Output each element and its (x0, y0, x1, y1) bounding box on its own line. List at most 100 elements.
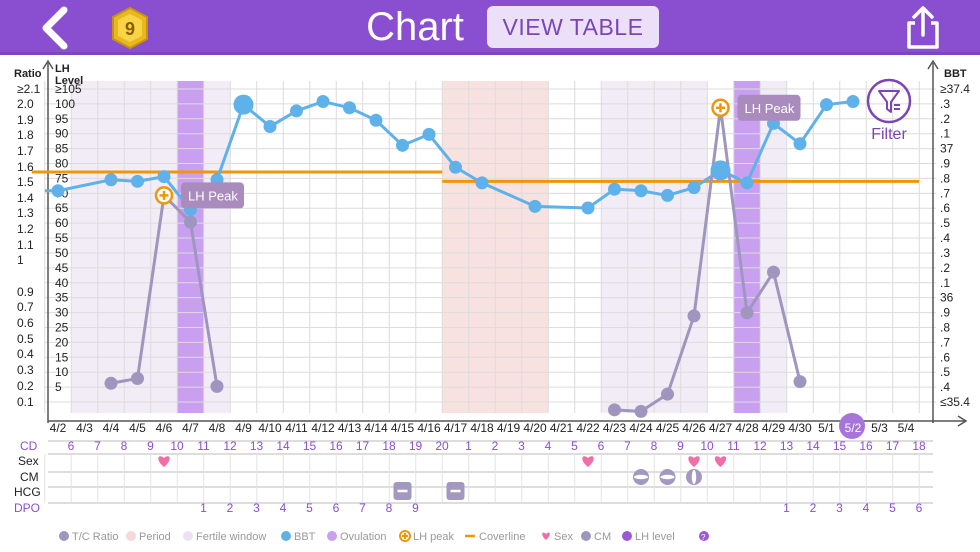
cd-value: 1 (465, 439, 472, 453)
lh-peak-label: LH Peak (188, 188, 238, 203)
lh-tick-label: 80 (55, 157, 69, 171)
dpo-value: 2 (227, 501, 234, 515)
date-tick-label: 4/25 (656, 421, 680, 435)
legend-swatch (281, 531, 291, 541)
legend-label: CM (594, 531, 611, 543)
legend-swatch (327, 531, 337, 541)
lh-peak-label: LH Peak (745, 101, 795, 116)
lh-tick-label: 5 (55, 380, 62, 394)
date-tick-label: 4/9 (235, 421, 252, 435)
share-button[interactable] (900, 5, 946, 51)
date-tick-label: 4/18 (470, 421, 494, 435)
dpo-value: 2 (810, 501, 817, 515)
date-tick-label: 5/2 (845, 421, 862, 435)
period-column (495, 81, 522, 413)
cd-value: 12 (223, 439, 237, 453)
lh-tick-label: 35 (55, 291, 69, 305)
date-tick-label: 4/2 (50, 421, 67, 435)
sex-heart-icon (158, 456, 170, 467)
date-tick-label: 4/30 (788, 421, 812, 435)
filter-button[interactable]: Filter (858, 78, 920, 148)
legend-label: Coverline (479, 531, 525, 543)
ratio-tick-label: 1.4 (17, 191, 34, 205)
cd-value: 15 (833, 439, 847, 453)
tc-ratio-point (131, 372, 144, 386)
lh-tick-label: 75 (55, 171, 69, 185)
legend-help-icon (699, 531, 709, 541)
gold-badge-icon: 9 (112, 6, 148, 50)
ratio-tick-label: 0.2 (17, 379, 34, 393)
cd-value: 8 (121, 439, 128, 453)
cd-value: 13 (780, 439, 794, 453)
sex-heart-icon (714, 456, 727, 467)
bbt-tick-label: .9 (940, 157, 950, 171)
cd-value: 14 (806, 439, 820, 453)
lh-tick-label: 55 (55, 231, 69, 245)
sex-heart-icon (688, 456, 700, 467)
legend-swatch (126, 531, 136, 541)
fertility-chart[interactable]: Ratio LHLevelBBT≥2.12.01.91.81.71.61.51.4… (0, 58, 980, 552)
badge-value: 9 (125, 19, 135, 39)
legend-swatch (622, 531, 632, 541)
ovulation-column (177, 81, 204, 413)
cd-value: 14 (276, 439, 290, 453)
bbt-tick-label: .4 (940, 231, 950, 245)
legend-label: Ovulation (340, 531, 386, 543)
view-table-button[interactable]: VIEW TABLE (487, 6, 659, 48)
cd-value: 20 (435, 439, 449, 453)
bbt-tick-label: 37 (940, 142, 954, 156)
period-column (468, 81, 496, 413)
ratio-tick-label: 0.9 (17, 285, 34, 299)
lh-axis-title: LH (55, 63, 70, 75)
cd-value: 5 (571, 439, 578, 453)
cd-value: 18 (912, 439, 926, 453)
bbt-tick-label: .2 (940, 112, 950, 126)
bbt-point (661, 188, 674, 202)
lh-tick-label: 95 (55, 112, 69, 126)
ratio-tick-label: 1.3 (17, 206, 34, 220)
cd-value: 4 (545, 439, 552, 453)
ratio-tick-label: 1.1 (17, 238, 34, 252)
bbt-point (687, 181, 701, 195)
lh-tick-label: 90 (55, 127, 69, 141)
cd-value: 11 (197, 439, 210, 453)
cm-icon-detail (660, 474, 675, 480)
ratio-tick-label: 1.8 (17, 128, 34, 142)
period-column (521, 81, 549, 413)
cd-value: 2 (492, 439, 499, 453)
tc-ratio-point (687, 309, 701, 323)
date-tick-label: 4/10 (258, 421, 282, 435)
bbt-point (290, 104, 303, 118)
cd-value: 7 (624, 439, 631, 453)
lh-tick-label: 10 (55, 365, 69, 379)
cd-value: 9 (677, 439, 684, 453)
ratio-tick-label: 1.2 (17, 222, 34, 236)
lh-peak-label-box (737, 94, 801, 121)
date-tick-label: 4/17 (444, 421, 468, 435)
date-tick-label: 4/16 (417, 421, 441, 435)
tc-ratio-point (184, 215, 197, 229)
tc-ratio-point (634, 404, 648, 418)
bbt-tick-label: .3 (940, 246, 950, 260)
bbt-tick-label: ≥37.4 (940, 82, 970, 96)
dpo-value: 5 (306, 501, 313, 515)
bbt-point (104, 173, 118, 187)
cd-value: 11 (727, 439, 740, 453)
date-tick-label: 4/21 (550, 421, 574, 435)
bbt-point (740, 176, 754, 190)
fertile-window-column (601, 81, 628, 413)
back-button[interactable] (30, 6, 80, 50)
cd-row-label: CD (20, 439, 38, 453)
bbt-point (316, 95, 330, 109)
bbt-point (263, 120, 277, 134)
bbt-point (343, 101, 356, 115)
fertile-window-column (124, 81, 151, 413)
filter-funnel-icon (866, 78, 912, 124)
bbt-point (528, 199, 542, 213)
legend-swatch (581, 531, 591, 541)
date-tick-label: 4/24 (629, 421, 653, 435)
date-tick-label: 4/12 (311, 421, 335, 435)
level-badge[interactable]: 9 (108, 6, 152, 50)
cd-value: 6 (598, 439, 605, 453)
dpo-value: 7 (359, 501, 366, 515)
